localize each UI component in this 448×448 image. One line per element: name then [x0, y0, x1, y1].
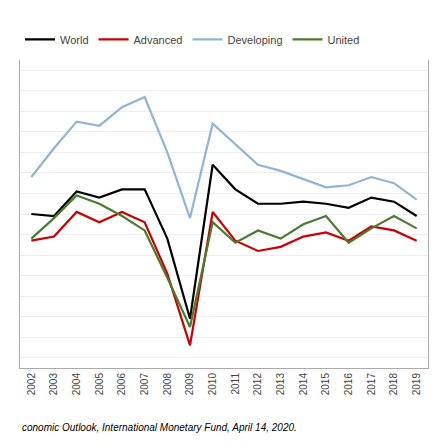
svg-text:2002: 2002 — [26, 373, 37, 396]
svg-text:2012: 2012 — [252, 373, 263, 396]
svg-text:2014: 2014 — [298, 373, 309, 396]
svg-text:2018: 2018 — [388, 373, 399, 396]
svg-text:2017: 2017 — [366, 373, 377, 396]
svg-text:United: United — [328, 34, 360, 46]
svg-text:Advanced: Advanced — [134, 34, 183, 46]
svg-text:2010: 2010 — [207, 373, 218, 396]
svg-text:2006: 2006 — [116, 373, 127, 396]
svg-text:2009: 2009 — [184, 373, 195, 396]
svg-text:World: World — [60, 34, 89, 46]
svg-text:2011: 2011 — [230, 373, 241, 395]
svg-text:2008: 2008 — [162, 373, 173, 396]
svg-text:2003: 2003 — [48, 373, 59, 396]
svg-text:2004: 2004 — [71, 373, 82, 396]
svg-text:2005: 2005 — [94, 373, 105, 396]
svg-text:2015: 2015 — [320, 373, 331, 396]
svg-text:2016: 2016 — [343, 373, 354, 396]
svg-text:2007: 2007 — [139, 373, 150, 396]
svg-text:2019: 2019 — [411, 373, 422, 396]
svg-text:Developing: Developing — [227, 34, 282, 46]
svg-text:conomic Outlook, International: conomic Outlook, International Monetary … — [22, 422, 297, 433]
svg-text:2013: 2013 — [275, 373, 286, 396]
